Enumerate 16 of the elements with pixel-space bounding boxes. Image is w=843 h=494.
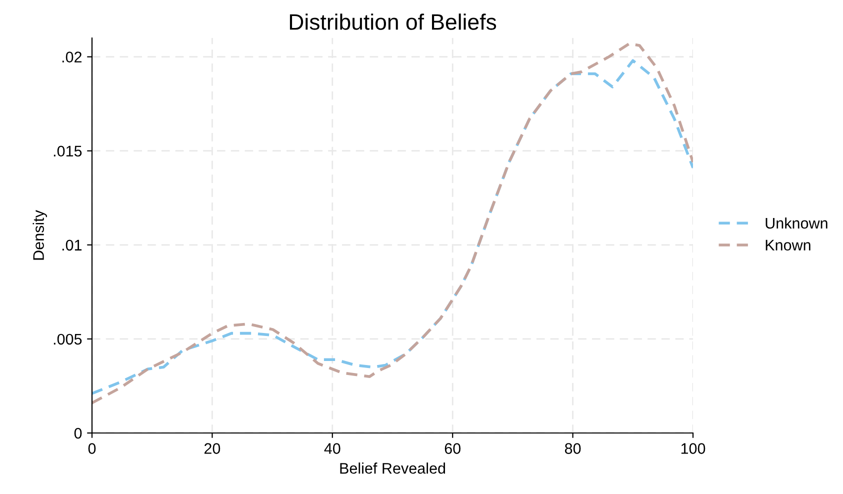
x-tick-label: 20	[204, 443, 220, 454]
x-tick-label: 80	[564, 443, 581, 454]
y-tick-label: .01	[62, 240, 82, 251]
legend-label: Known	[766, 240, 810, 251]
x-tick-label: 100	[681, 443, 706, 454]
y-tick-label: 0	[74, 428, 82, 439]
x-tick-label: 40	[324, 443, 340, 454]
x-tick-label: 60	[444, 443, 460, 454]
y-tick-label: .005	[54, 334, 82, 345]
x-tick-label: 0	[88, 443, 96, 454]
y-tick-label: .015	[54, 146, 82, 157]
legend-label: Unknown	[766, 217, 828, 229]
x-axis-title: Belief Revealed	[340, 462, 446, 474]
y-tick-label: .02	[62, 52, 82, 62]
chart-title: Distribution of Beliefs	[290, 14, 496, 30]
y-axis-title: Density	[32, 210, 47, 260]
